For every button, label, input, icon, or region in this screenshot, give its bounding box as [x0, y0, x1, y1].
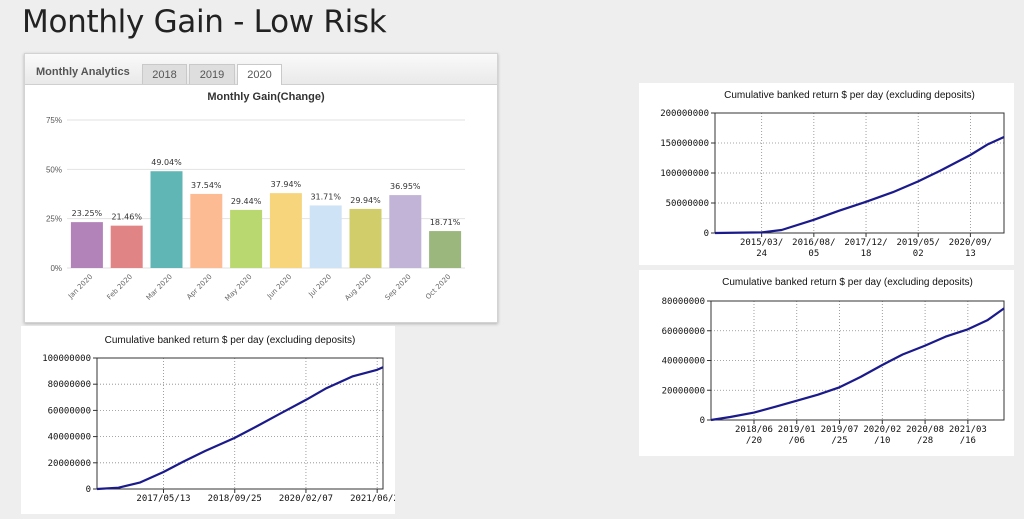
cumulative-return-line-chart-2: Cumulative banked return $ per day (excl… — [660, 90, 1005, 259]
bar-data-label: 29.94% — [350, 196, 381, 205]
plot-frame — [714, 112, 1005, 234]
y-tick-label: 40000000 — [48, 433, 91, 443]
y-tick-label: 0 — [704, 229, 709, 239]
x-tick-label: Feb 2020 — [106, 273, 135, 302]
x-tick-label: 2018/06/20 — [735, 425, 773, 446]
x-tick-label: 2020/09/13 — [949, 238, 992, 259]
y-tick-label: 20000000 — [48, 459, 91, 469]
x-tick-label: May 2020 — [223, 273, 253, 303]
series-line — [714, 135, 1005, 235]
y-tick-label: 80000000 — [662, 297, 705, 307]
bar-data-label: 29.44% — [231, 197, 262, 206]
bar-data-label: 23.25% — [72, 209, 103, 218]
tab-2019[interactable]: 2019 — [189, 64, 235, 84]
cumulative-return-line-chart-3: Cumulative banked return $ per day (excl… — [662, 277, 1005, 446]
y-tick-label: 100000000 — [42, 354, 91, 364]
bar-data-label: 49.04% — [151, 158, 182, 167]
x-tick-label: 2018/09/25 — [208, 494, 262, 504]
x-tick-label: Aug 2020 — [343, 273, 372, 302]
y-tick-label: 80000000 — [48, 380, 91, 390]
bar-data-label: 21.46% — [111, 213, 142, 222]
x-tick-label: Apr 2020 — [185, 273, 213, 301]
y-tick-label: 25% — [46, 215, 62, 224]
series-line — [710, 307, 1005, 422]
page-title: Monthly Gain - Low Risk — [22, 4, 387, 40]
plot-frame — [710, 300, 1005, 421]
y-tick-label: 20000000 — [662, 386, 705, 396]
x-tick-label: 2019/01/06 — [778, 425, 816, 446]
bar — [429, 231, 462, 268]
x-tick-label: 2016/08/05 — [792, 238, 835, 259]
bar-data-label: 18.71% — [430, 218, 461, 227]
plot-frame — [96, 357, 384, 490]
y-tick-label: 50000000 — [666, 199, 709, 209]
cumulative-return-chart-panel-3: Cumulative banked return $ per day (excl… — [639, 270, 1014, 456]
x-tick-label: 2017/05/13 — [136, 494, 190, 504]
line-chart-title: Cumulative banked return $ per day (excl… — [105, 335, 356, 346]
x-tick-label: 2020/02/07 — [279, 494, 333, 504]
line-chart-title: Cumulative banked return $ per day (excl… — [722, 277, 973, 288]
y-tick-label: 40000000 — [662, 357, 705, 367]
y-tick-label: 60000000 — [662, 327, 705, 337]
bar — [389, 195, 422, 268]
x-tick-label: Jun 2020 — [265, 273, 293, 301]
bar — [110, 225, 143, 268]
bar-data-label: 37.54% — [191, 181, 222, 190]
monthly-gain-bar-chart: Monthly Gain(Change) 0% 25% 50% 75% 23.25% Jan… — [46, 91, 465, 303]
bar — [150, 171, 183, 268]
x-tick-label: Jul 2020 — [307, 273, 334, 300]
y-tick-label: 60000000 — [48, 406, 91, 416]
bar — [349, 208, 382, 268]
cumulative-return-chart-panel-1: Cumulative banked return $ per day (excl… — [21, 326, 395, 514]
x-tick-label: Mar 2020 — [145, 273, 174, 302]
x-tick-label: Oct 2020 — [424, 273, 452, 301]
bar-data-label: 31.71% — [310, 192, 341, 201]
x-tick-label: 2020/02/10 — [863, 425, 901, 446]
bar-data-label: 36.95% — [390, 182, 421, 191]
y-tick-label: 150000000 — [660, 139, 709, 149]
y-tick-label: 0 — [86, 485, 91, 495]
analytics-tabbar: Monthly Analytics 2018 2019 2020 — [25, 54, 497, 85]
x-tick-label: 2017/12/18 — [844, 238, 887, 259]
line-chart-title: Cumulative banked return $ per day (excl… — [724, 90, 975, 101]
tab-2018[interactable]: 2018 — [142, 64, 187, 84]
cumulative-return-chart-panel-2: Cumulative banked return $ per day (excl… — [639, 83, 1014, 265]
bar — [230, 209, 263, 268]
x-tick-label: 2019/05/02 — [897, 238, 940, 259]
bar — [190, 193, 223, 268]
y-tick-label: 100000000 — [660, 169, 709, 179]
y-tick-label: 75% — [46, 116, 62, 125]
analytics-title: Monthly Analytics — [36, 66, 130, 78]
y-tick-label: 50% — [46, 165, 62, 174]
x-tick-label: 2019/07/25 — [821, 425, 859, 446]
y-tick-label: 200000000 — [660, 109, 709, 119]
y-tick-label: 0% — [50, 264, 62, 273]
x-tick-label: 2021/06/21 — [350, 494, 395, 504]
x-tick-label: 2020/08/28 — [906, 425, 944, 446]
bar — [309, 205, 342, 268]
bar-data-label: 37.94% — [271, 180, 302, 189]
cumulative-return-line-chart-1: Cumulative banked return $ per day (excl… — [42, 335, 395, 504]
series-line — [96, 366, 384, 491]
x-tick-label: 2015/03/24 — [740, 238, 783, 259]
x-tick-label: 2021/03/16 — [949, 425, 987, 446]
bar — [70, 222, 103, 268]
y-tick-label: 0 — [700, 416, 705, 426]
tab-2020[interactable]: 2020 — [237, 64, 282, 85]
bar — [269, 193, 302, 268]
monthly-analytics-panel: Monthly Analytics 2018 2019 2020 Monthly… — [24, 53, 498, 323]
bar-chart-title: Monthly Gain(Change) — [207, 91, 325, 103]
x-tick-label: Sep 2020 — [384, 273, 413, 302]
x-tick-label: Jan 2020 — [66, 273, 94, 301]
